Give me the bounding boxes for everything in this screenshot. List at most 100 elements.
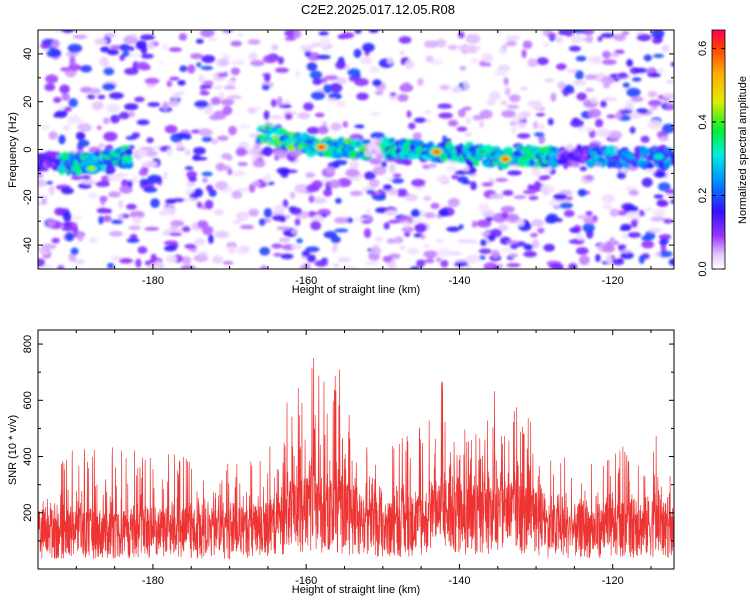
snr-x-ticks: -180 -160 -140 -120 [37, 330, 652, 587]
spectrogram-cell [405, 193, 418, 202]
spectrogram-cell [144, 77, 160, 85]
spectrogram-cell [124, 67, 139, 75]
spectrogram-cell [226, 95, 242, 100]
spectrogram-cell [408, 122, 416, 130]
spectrogram-cell [537, 227, 545, 234]
spectrogram-cell [58, 134, 66, 145]
spectrogram-cell [457, 31, 465, 39]
spectrogram-cell [103, 67, 115, 76]
spectrogram-cell [45, 74, 59, 84]
spectrogram-cell [368, 65, 380, 74]
spectrogram-cell [232, 170, 246, 177]
y-tick-label: 20 [22, 96, 34, 108]
spectrogram-cell [423, 258, 435, 264]
spectrogram-cell [103, 33, 117, 38]
spectrogram-cell [157, 263, 165, 269]
spectrogram-cell [631, 217, 638, 228]
spectrogram-cell [72, 215, 82, 220]
spectrogram-cell [106, 103, 121, 113]
spectrogram-cell [522, 40, 533, 49]
spectrogram-cell [535, 112, 546, 117]
spectrogram-cell [465, 33, 481, 44]
spectrogram-cell [619, 249, 633, 254]
spectrogram-cell [118, 258, 133, 264]
spectrogram-cell [140, 34, 155, 41]
spectrogram-cell [88, 192, 98, 200]
spectrogram-cell [236, 187, 249, 192]
spectrogram-cell [129, 46, 135, 52]
spectrogram-cell [310, 220, 322, 231]
spectrogram-cell [543, 78, 555, 83]
spectrogram-cell [259, 246, 271, 256]
spectrogram-cell [531, 167, 542, 177]
spectrogram-y-axis-label: Frequency (Hz) [7, 112, 19, 188]
spectrogram-cell [59, 84, 70, 94]
spectrogram-cell [412, 211, 418, 216]
spectrogram-cell [505, 35, 521, 41]
spectrogram-cell [579, 166, 587, 172]
spectrogram-cell [602, 97, 618, 102]
spectrogram-cell [41, 198, 48, 205]
spectrogram-cell [145, 160, 158, 168]
spectrogram-cell [128, 53, 141, 58]
spectrogram-cell [341, 32, 355, 39]
spectrogram-cell [335, 197, 342, 204]
spectrogram-cell [531, 219, 543, 224]
spectrogram-cell [91, 101, 104, 111]
spectrogram-cell [388, 188, 398, 196]
spectrogram-cell [166, 148, 173, 157]
spectrogram-cell [490, 228, 502, 238]
spectrogram-cell [341, 265, 357, 269]
spectrogram-cell [658, 200, 669, 207]
spectrogram-cell [663, 218, 673, 224]
spectrogram-cell [271, 243, 283, 249]
spectrogram-cell [611, 52, 620, 58]
spectrogram-cell [364, 260, 379, 267]
spectrogram-cell [314, 260, 328, 267]
spectrogram-cell [39, 250, 50, 255]
spectrogram-cell [307, 52, 321, 61]
spectrogram-cell [398, 36, 412, 44]
spectrogram-cell [620, 223, 632, 231]
spectrogram-cell [528, 195, 539, 201]
spectrogram-cell [465, 254, 481, 264]
spectrogram-cell [553, 193, 568, 201]
spectrogram-cell [181, 256, 192, 265]
spectrogram-x-ticks: -180 -160 -140 -120 [37, 30, 652, 287]
spectrogram-cell [606, 114, 616, 119]
spectrogram-cell [209, 114, 221, 121]
spectrogram-cell [364, 216, 373, 222]
spectrogram-cell [328, 179, 341, 189]
spectrogram-cell [563, 84, 575, 93]
spectrogram-cell [99, 56, 109, 67]
spectrogram-cell [230, 67, 240, 76]
spectrogram-cell [193, 147, 206, 155]
spectrogram-cell [369, 111, 381, 116]
spectrogram-cell [277, 56, 284, 65]
spectrogram-cell [102, 83, 116, 91]
spectrogram-cell [630, 205, 639, 213]
spectrogram-cell [636, 33, 652, 42]
spectrogram-cell [540, 161, 551, 168]
spectrogram-cell [601, 76, 615, 85]
spectrogram-cell [605, 254, 613, 264]
spectrogram-cell [284, 113, 293, 120]
spectrogram-cell [250, 60, 265, 67]
spectrogram-cell [193, 188, 203, 198]
spectrogram-cell [532, 101, 543, 112]
spectrogram-cell [330, 122, 342, 131]
spectrogram-cell [509, 121, 518, 126]
spectrogram-cell [458, 143, 464, 148]
spectrogram-cell [601, 59, 617, 65]
spectrogram-cell [144, 227, 160, 231]
spectrogram-cell [349, 190, 363, 197]
spectrogram-cell [372, 79, 382, 87]
spectrogram-cell [437, 103, 453, 109]
spectrogram-cell [668, 258, 674, 266]
spectrogram-cell [258, 218, 266, 226]
spectrogram-cell [306, 62, 318, 71]
spectrogram-cell [641, 235, 652, 241]
spectrogram-cell [596, 128, 611, 138]
spectrogram-cell [612, 258, 625, 266]
spectrogram-cell [239, 224, 255, 230]
